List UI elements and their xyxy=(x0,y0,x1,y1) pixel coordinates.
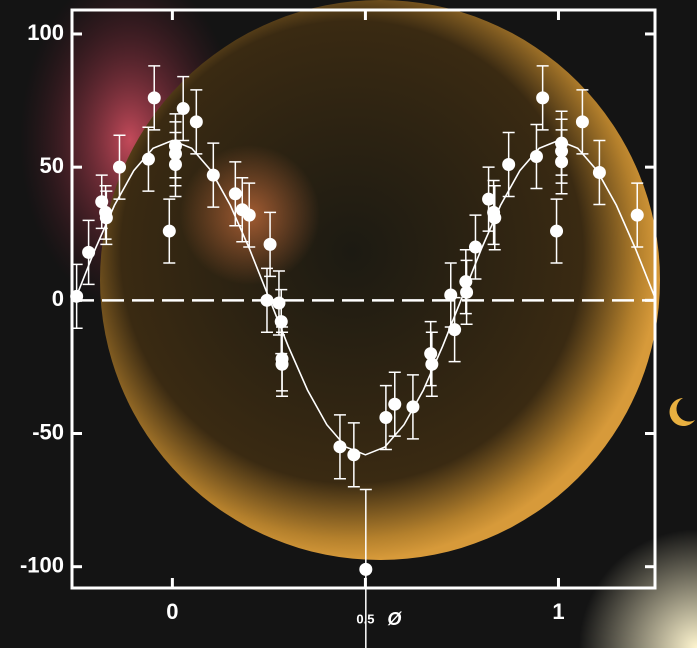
data-point xyxy=(276,358,289,371)
data-point xyxy=(425,358,438,371)
y-tick-label: -100 xyxy=(20,553,64,578)
data-point xyxy=(379,411,392,424)
data-point xyxy=(148,91,161,104)
data-point xyxy=(469,241,482,254)
data-point xyxy=(576,115,589,128)
x-tick-label: 1 xyxy=(552,599,564,624)
data-point xyxy=(388,398,401,411)
planet xyxy=(100,0,660,560)
y-tick-label: 0 xyxy=(52,286,64,311)
y-tick-label: 100 xyxy=(27,20,64,45)
data-point xyxy=(264,238,277,251)
data-point xyxy=(190,115,203,128)
y-tick-label: 50 xyxy=(40,153,64,178)
data-point xyxy=(243,209,256,222)
data-point xyxy=(70,290,83,303)
page: -100-5005010000.51Ø (() => { const data … xyxy=(0,0,697,648)
data-point xyxy=(207,169,220,182)
data-point xyxy=(555,155,568,168)
data-point xyxy=(460,286,473,299)
data-point xyxy=(272,296,285,309)
data-point xyxy=(488,211,501,224)
chart: -100-5005010000.51Ø xyxy=(0,0,697,648)
data-point xyxy=(406,400,419,413)
data-point xyxy=(260,294,273,307)
data-point xyxy=(530,150,543,163)
data-point xyxy=(359,563,372,576)
data-point xyxy=(177,102,190,115)
data-point xyxy=(169,158,182,171)
data-point xyxy=(333,440,346,453)
data-point xyxy=(593,166,606,179)
y-tick-label: -50 xyxy=(32,419,64,444)
data-point xyxy=(536,91,549,104)
data-point xyxy=(113,161,126,174)
data-point xyxy=(448,323,461,336)
x-axis-label: Ø xyxy=(387,609,402,629)
data-point xyxy=(100,211,113,224)
data-point xyxy=(550,225,563,238)
data-point xyxy=(229,187,242,200)
x-tick-label: 0 xyxy=(166,599,178,624)
data-point xyxy=(502,158,515,171)
data-point xyxy=(347,448,360,461)
data-point xyxy=(82,246,95,259)
data-point xyxy=(142,153,155,166)
data-point xyxy=(163,225,176,238)
data-point xyxy=(275,315,288,328)
data-point xyxy=(631,209,644,222)
